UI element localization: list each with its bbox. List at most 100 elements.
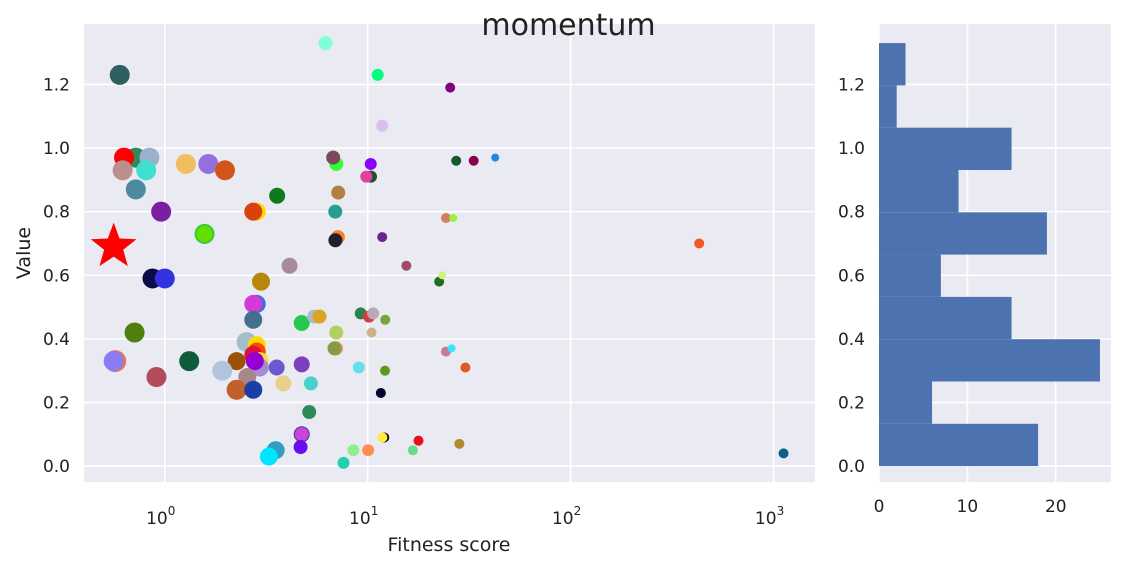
- scatter-point: [694, 238, 705, 249]
- hist-y-tick-label: 0.8: [838, 203, 865, 223]
- scatter-point: [294, 427, 309, 442]
- scatter-point: [377, 432, 388, 443]
- scatter-point: [214, 160, 235, 181]
- scatter-point: [179, 351, 200, 372]
- scatter-point: [259, 447, 278, 466]
- scatter-point: [440, 213, 451, 224]
- x-tick-label: 102: [552, 504, 581, 529]
- scatter-point: [109, 64, 130, 85]
- scatter-point: [328, 233, 343, 248]
- scatter-point: [212, 360, 233, 381]
- y-tick-label: 0.0: [43, 457, 70, 477]
- scatter-point: [244, 294, 263, 313]
- histogram-bar: [879, 254, 941, 297]
- scatter-gridlines: [84, 24, 815, 482]
- scatter-point: [125, 179, 146, 200]
- scatter-point: [227, 352, 246, 371]
- scatter-point: [136, 160, 157, 181]
- scatter-point: [371, 68, 384, 81]
- scatter-point: [331, 185, 346, 200]
- hist-y-tick-label: 0.2: [838, 393, 865, 413]
- hist-y-tick-label: 0.6: [838, 266, 865, 286]
- histogram-bar: [879, 43, 906, 86]
- scatter-point: [491, 153, 500, 162]
- x-tick-label: 103: [755, 504, 784, 529]
- x-tick-label: 101: [349, 504, 378, 529]
- y-tick-label: 0.2: [43, 393, 70, 413]
- scatter-point: [244, 202, 263, 221]
- scatter-point: [451, 155, 462, 166]
- scatter-point: [303, 376, 318, 391]
- scatter-plot: 0.0 0.2 0.4 0.6 0.8 1.0 1.2 100 101 102 103 Fitnes…: [13, 24, 815, 556]
- scatter-plot-area: [84, 24, 815, 482]
- scatter-point: [352, 361, 365, 374]
- scatter-point: [154, 268, 175, 289]
- scatter-point: [468, 155, 479, 166]
- scatter-point: [375, 387, 386, 398]
- scatter-point: [112, 160, 133, 181]
- scatter-point: [198, 153, 219, 174]
- scatter-point: [401, 260, 412, 271]
- hist-y-tick-label: 0.0: [838, 457, 865, 477]
- scatter-point: [362, 444, 375, 457]
- scatter-point: [337, 456, 350, 469]
- scatter-point: [407, 445, 418, 456]
- x-axis-label: Fitness score: [388, 534, 511, 556]
- scatter-point: [366, 327, 377, 338]
- highlight-star-marker: [90, 222, 137, 267]
- histogram-bar: [879, 127, 1012, 170]
- y-tick-label: 0.4: [43, 330, 70, 350]
- scatter-point: [367, 307, 380, 320]
- hist-x-tick-label: 10: [957, 497, 979, 517]
- y-tick-label: 0.6: [43, 266, 70, 286]
- scatter-point: [360, 170, 373, 183]
- scatter-point: [302, 405, 317, 420]
- y-axis-label: Value: [13, 227, 35, 279]
- scatter-point: [347, 444, 360, 457]
- scatter-point: [293, 440, 308, 455]
- scatter-point: [329, 325, 344, 340]
- histogram-bar: [879, 339, 1100, 382]
- scatter-point: [269, 187, 286, 204]
- hist-x-tick-label: 20: [1045, 497, 1067, 517]
- scatter-tick-labels: 0.0 0.2 0.4 0.6 0.8 1.0 1.2 100 101 102 103: [43, 75, 784, 529]
- scatter-point: [275, 375, 292, 392]
- y-tick-label: 1.0: [43, 139, 70, 159]
- scatter-point: [146, 367, 167, 388]
- scatter-point: [326, 150, 341, 165]
- scatter-point: [251, 272, 270, 291]
- scatter-point: [438, 271, 447, 280]
- scatter-point: [226, 379, 247, 400]
- scatter-point: [151, 201, 172, 222]
- scatter-point: [245, 352, 264, 371]
- scatter-point: [327, 341, 342, 356]
- hist-y-tick-label: 1.0: [838, 139, 865, 159]
- figure-title: momentum: [481, 8, 656, 43]
- scatter-point: [380, 314, 391, 325]
- scatter-point: [293, 356, 310, 373]
- histogram-bars: [879, 43, 1100, 467]
- scatter-point: [281, 257, 298, 274]
- scatter-point: [244, 310, 263, 329]
- histogram-tick-labels: 0.0 0.2 0.4 0.6 0.8 1.0 1.2 0 10 20: [838, 75, 1067, 517]
- scatter-point: [449, 214, 458, 223]
- scatter-point: [454, 438, 465, 449]
- histogram-bar: [879, 169, 959, 213]
- scatter-point: [447, 344, 456, 353]
- histogram-plot: 0.0 0.2 0.4 0.6 0.8 1.0 1.2 0 10 20: [838, 24, 1111, 517]
- hist-y-tick-label: 0.4: [838, 330, 865, 350]
- histogram-bar: [879, 381, 933, 424]
- x-tick-label: 100: [146, 504, 175, 529]
- scatter-point: [318, 36, 333, 51]
- hist-y-tick-label: 1.2: [838, 75, 865, 95]
- scatter-point: [445, 82, 456, 93]
- y-tick-label: 0.8: [43, 203, 70, 223]
- histogram-bar: [879, 85, 897, 128]
- y-tick-label: 1.2: [43, 75, 70, 95]
- scatter-point: [196, 225, 213, 242]
- scatter-point: [124, 322, 145, 343]
- scatter-point: [293, 314, 310, 331]
- scatter-point: [312, 309, 327, 324]
- scatter-point: [460, 362, 471, 373]
